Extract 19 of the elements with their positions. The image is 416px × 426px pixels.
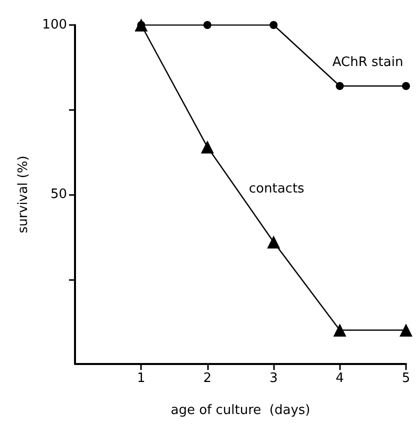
point [200,140,214,154]
x-tick-label: 3 [269,371,278,386]
x-axis-title: age of culture (days) [170,403,310,418]
point [203,21,212,29]
x-tick-label: 5 [402,371,410,386]
point [402,82,410,90]
y-tick-label: 50 [50,187,67,202]
point [270,21,278,29]
y-axis-title: survival (%) [16,156,31,234]
y-tick-label: 100 [42,18,67,32]
x-tick-label: 4 [336,371,344,386]
point [400,324,412,337]
point [336,82,344,90]
series-label: AChR stain [332,55,404,70]
x-tick-label: 2 [203,371,212,386]
series-label: contacts [248,182,305,197]
point [267,235,280,248]
point [333,324,346,337]
x-tick-label: 1 [137,371,146,386]
